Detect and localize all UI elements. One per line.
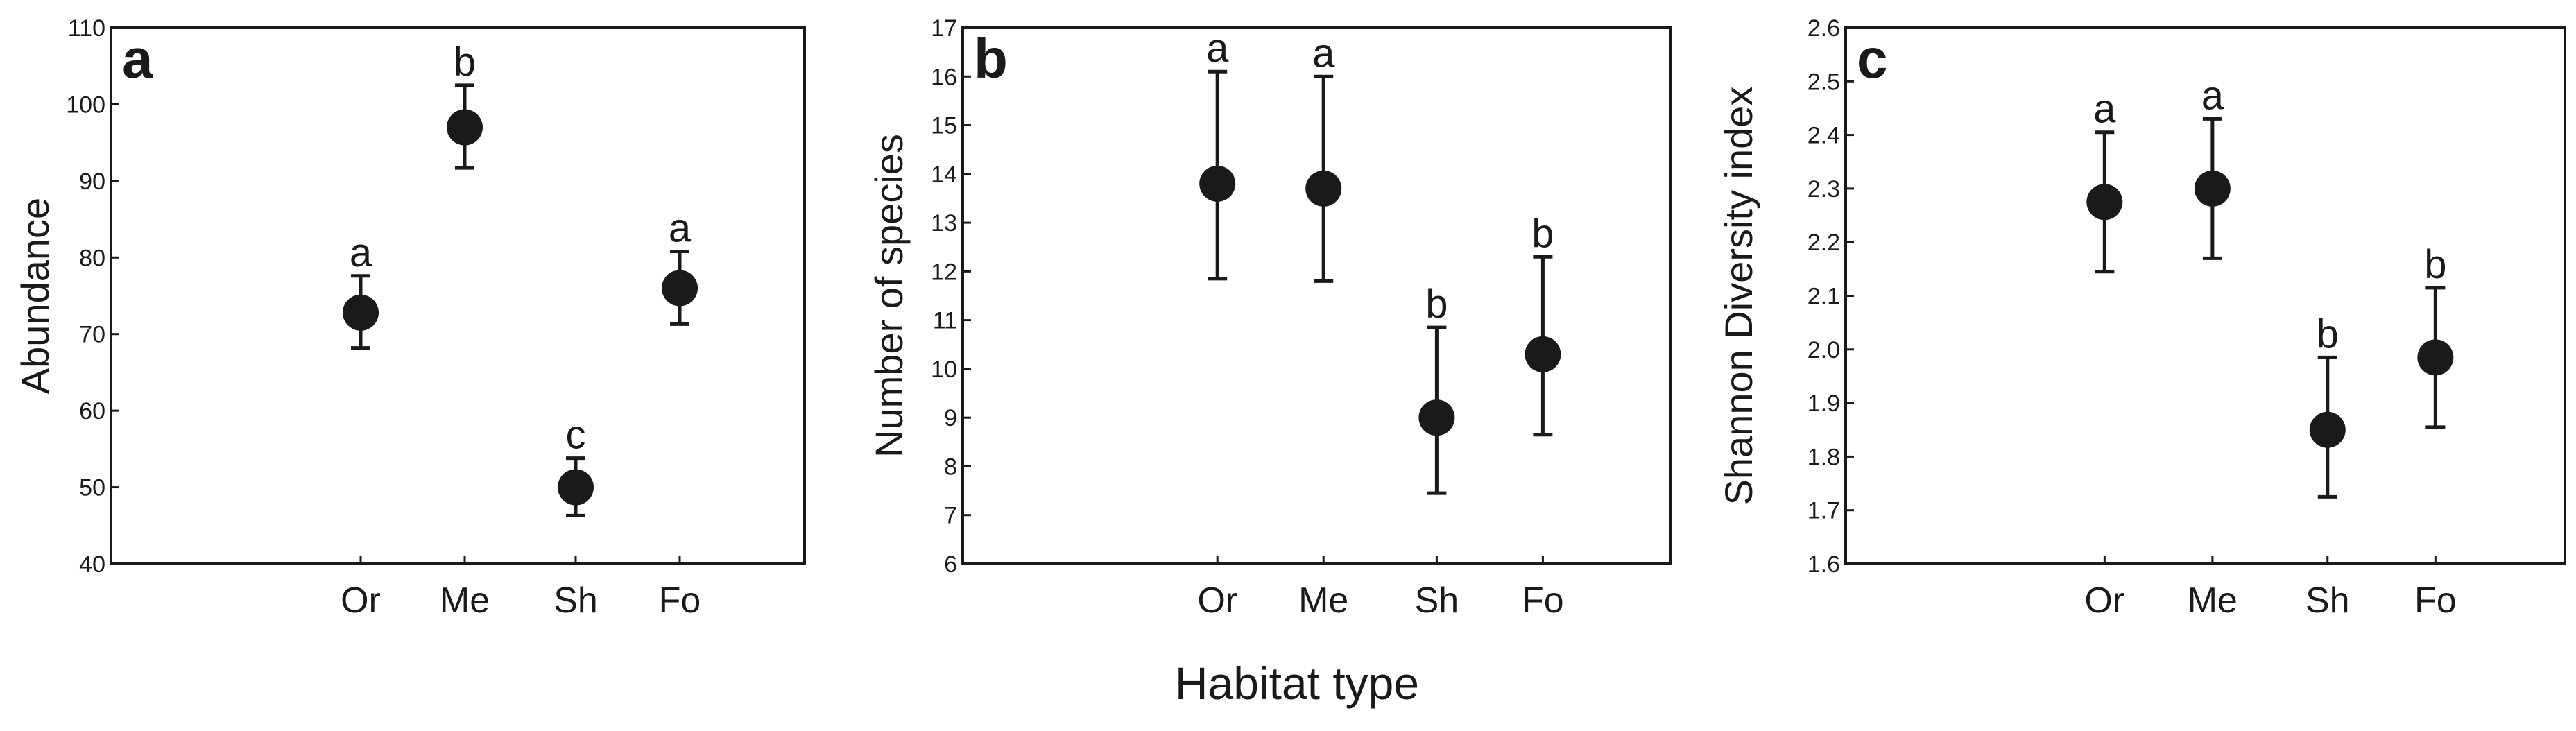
y-tick-label: 1.6: [1808, 551, 1840, 578]
y-tick-label: 12: [931, 259, 957, 285]
data-point: [1525, 336, 1561, 372]
y-tick-label: 2.0: [1808, 337, 1840, 363]
y-tick-label: 7: [944, 503, 957, 529]
panel-label: a: [122, 28, 153, 89]
significance-letter: a: [1312, 31, 1335, 76]
y-tick-label: 10: [931, 356, 957, 383]
y-tick-label: 2.3: [1808, 176, 1840, 203]
y-tick-label: 1.7: [1808, 498, 1840, 524]
data-point: [2086, 184, 2123, 221]
x-axis-title: Habitat type: [1175, 657, 1419, 709]
y-tick-label: 16: [931, 64, 957, 90]
y-tick-label: 15: [931, 113, 957, 139]
panel-label: b: [974, 28, 1008, 89]
significance-letter: c: [566, 413, 586, 458]
y-tick-label: 17: [931, 15, 957, 42]
y-tick-label: 70: [79, 322, 105, 348]
category-label: Fo: [659, 580, 701, 621]
y-tick-label: 110: [68, 15, 105, 42]
panel-b: 6 7 8 9 10 11 12 13 14 15 16 17 Or Me Sh Fo Number of sp…: [867, 15, 1672, 621]
y-axis-title: Number of species: [867, 134, 911, 458]
plot-frame: [110, 26, 806, 565]
data-point: [1418, 399, 1455, 436]
y-tick-label: 1.9: [1808, 390, 1840, 417]
y-tick-label: 13: [931, 210, 957, 237]
y-tick-label: 50: [79, 475, 105, 501]
y-tick-label: 90: [79, 169, 105, 195]
y-tick-label: 1.8: [1808, 444, 1840, 470]
data-point: [662, 270, 698, 307]
y-tick-label: 6: [944, 551, 957, 578]
category-label: Or: [1197, 580, 1237, 621]
category-label: Fo: [1522, 580, 1564, 621]
y-tick-label: 11: [933, 308, 957, 334]
significance-letter: b: [2317, 311, 2339, 356]
data-point: [343, 294, 379, 331]
significance-letter: a: [350, 230, 372, 275]
category-label: Or: [341, 580, 381, 621]
panel-c: 1.6 1.7 1.8 1.9 2.0 2.1 2.2 2.3 2.4 2.5 2.6 Or Me Sh F…: [1717, 15, 2566, 621]
data-point: [2417, 339, 2454, 376]
data-point: [2309, 411, 2346, 448]
panel-a: 40 50 60 70 80 90 100 110 Or Me Sh Fo Abundance a a b c a: [13, 15, 806, 621]
category-label: Sh: [1415, 580, 1459, 621]
category-label: Me: [1298, 580, 1348, 621]
y-tick-label: 80: [79, 245, 105, 271]
data-point: [2194, 170, 2231, 207]
significance-letter: a: [669, 205, 692, 250]
data-point: [1199, 165, 1236, 202]
y-tick-label: 2.6: [1808, 15, 1840, 42]
y-tick-label: 60: [79, 398, 105, 424]
y-tick-label: 2.5: [1808, 69, 1840, 95]
data-point: [558, 469, 594, 506]
panels-group: 40 50 60 70 80 90 100 110 Or Me Sh Fo Abundance a a b c a…: [13, 15, 2566, 621]
plot-frame: [961, 26, 1672, 565]
category-label: Or: [2084, 580, 2124, 621]
category-label: Sh: [553, 580, 598, 621]
y-axis-title: Shannon Diversity index: [1717, 87, 1760, 506]
y-tick-label: 2.2: [1808, 230, 1840, 256]
y-tick-label: 9: [944, 405, 957, 431]
category-label: Sh: [2305, 580, 2350, 621]
significance-letter: b: [2424, 242, 2446, 287]
significance-letter: b: [1425, 282, 1448, 327]
category-label: Fo: [2414, 580, 2457, 621]
significance-letter: b: [454, 40, 476, 85]
category-label: Me: [2188, 580, 2238, 621]
significance-letter: b: [1531, 211, 1554, 256]
y-axis-title: Abundance: [13, 198, 57, 394]
y-tick-label: 14: [931, 162, 957, 188]
data-point: [447, 109, 483, 146]
y-tick-label: 8: [944, 454, 957, 480]
significance-letter: a: [2093, 87, 2116, 132]
data-point: [1305, 170, 1342, 207]
y-tick-label: 100: [66, 92, 105, 118]
y-tick-label: 2.4: [1808, 123, 1840, 149]
y-tick-label: 40: [79, 551, 105, 578]
significance-letter: a: [2201, 73, 2224, 118]
significance-letter: a: [1206, 26, 1229, 71]
y-tick-label: 2.1: [1808, 284, 1840, 310]
category-label: Me: [440, 580, 490, 621]
panel-label: c: [1857, 28, 1888, 89]
